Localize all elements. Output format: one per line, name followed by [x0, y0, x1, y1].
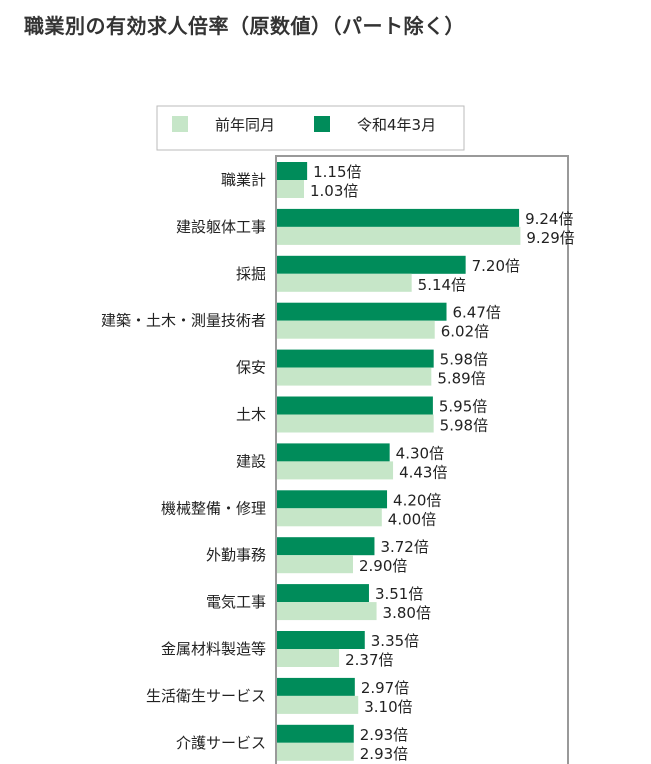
- data-label-previous: 3.80倍: [383, 604, 431, 622]
- data-label-previous: 9.29倍: [526, 229, 574, 247]
- category-label: 電気工事: [206, 593, 266, 611]
- plot-area-frame: [275, 155, 569, 764]
- data-label-previous: 5.89倍: [437, 370, 485, 388]
- data-label-current: 7.20倍: [472, 257, 520, 275]
- data-label-previous: 2.37倍: [345, 651, 393, 669]
- category-label: 外勤事務: [206, 546, 266, 564]
- bar-current: [277, 724, 354, 743]
- bar-previous: [277, 367, 432, 386]
- bar-previous: [277, 742, 354, 761]
- category-label: 保安: [236, 359, 266, 377]
- bar-current: [277, 631, 365, 649]
- legend-box: [156, 105, 465, 151]
- data-label-current: 3.35倍: [371, 632, 419, 650]
- data-label-current: 3.51倍: [375, 585, 423, 603]
- bar-current: [277, 208, 520, 227]
- bar-current: [277, 490, 388, 509]
- legend-label-previous: 前年同月: [215, 116, 275, 134]
- bar-previous: [277, 695, 359, 714]
- category-label: 介護サービス: [176, 734, 266, 752]
- category-label: 金属材料製造等: [161, 640, 266, 658]
- data-label-current: 4.20倍: [393, 491, 441, 509]
- category-label: 機械整備・修理: [161, 499, 266, 517]
- data-label-current: 1.15倍: [313, 163, 361, 181]
- data-label-previous: 6.02倍: [441, 323, 489, 341]
- bar-current: [277, 677, 355, 696]
- page-title: 職業別の有効求人倍率（原数値）（パート除く）: [24, 14, 465, 38]
- bar-previous: [277, 226, 521, 245]
- category-label: 生活衛生サービス: [146, 687, 266, 705]
- bar-current: [277, 162, 308, 180]
- legend-swatch-current: [314, 116, 330, 132]
- bar-previous: [277, 649, 340, 667]
- bar-previous: [277, 508, 382, 527]
- bar-previous: [277, 555, 353, 574]
- data-label-previous: 4.00倍: [388, 510, 436, 528]
- data-label-previous: 3.10倍: [364, 698, 412, 716]
- category-label: 職業計: [221, 171, 266, 189]
- bar-previous: [277, 461, 394, 480]
- category-label: 建設躯体工事: [176, 218, 266, 236]
- data-label-current: 6.47倍: [453, 304, 501, 322]
- bar-current: [277, 396, 433, 415]
- legend-label-current: 令和4年3月: [357, 116, 436, 134]
- bar-current: [277, 443, 390, 462]
- data-label-previous: 1.03倍: [310, 182, 358, 200]
- data-label-current: 3.72倍: [380, 538, 428, 556]
- bar-previous: [277, 320, 435, 339]
- data-label-previous: 2.93倍: [360, 745, 408, 763]
- data-label-previous: 4.43倍: [399, 463, 447, 481]
- bar-current: [277, 349, 434, 368]
- data-label-current: 9.24倍: [525, 210, 573, 228]
- category-label: 土木: [236, 406, 266, 424]
- data-label-current: 5.95倍: [439, 398, 487, 416]
- data-label-current: 4.30倍: [396, 444, 444, 462]
- data-label-previous: 2.90倍: [359, 557, 407, 575]
- bar-current: [277, 537, 375, 556]
- bar-current: [277, 255, 466, 274]
- bar-current: [277, 302, 447, 321]
- bar-previous: [277, 602, 377, 621]
- data-label-current: 5.98倍: [440, 351, 488, 369]
- bar-previous: [277, 414, 434, 433]
- data-label-current: 2.97倍: [361, 679, 409, 697]
- data-label-current: 2.93倍: [360, 726, 408, 744]
- bar-current: [277, 584, 369, 603]
- data-label-previous: 5.14倍: [418, 276, 466, 294]
- data-label-previous: 5.98倍: [440, 417, 488, 435]
- category-label: 採掘: [236, 265, 266, 283]
- bar-previous: [277, 273, 412, 292]
- bar-previous: [277, 180, 304, 198]
- category-label: 建設: [236, 452, 266, 470]
- legend: 前年同月 令和4年3月: [156, 105, 465, 151]
- legend-swatch-previous: [172, 116, 188, 132]
- category-label: 建築・土木・測量技術者: [101, 312, 266, 330]
